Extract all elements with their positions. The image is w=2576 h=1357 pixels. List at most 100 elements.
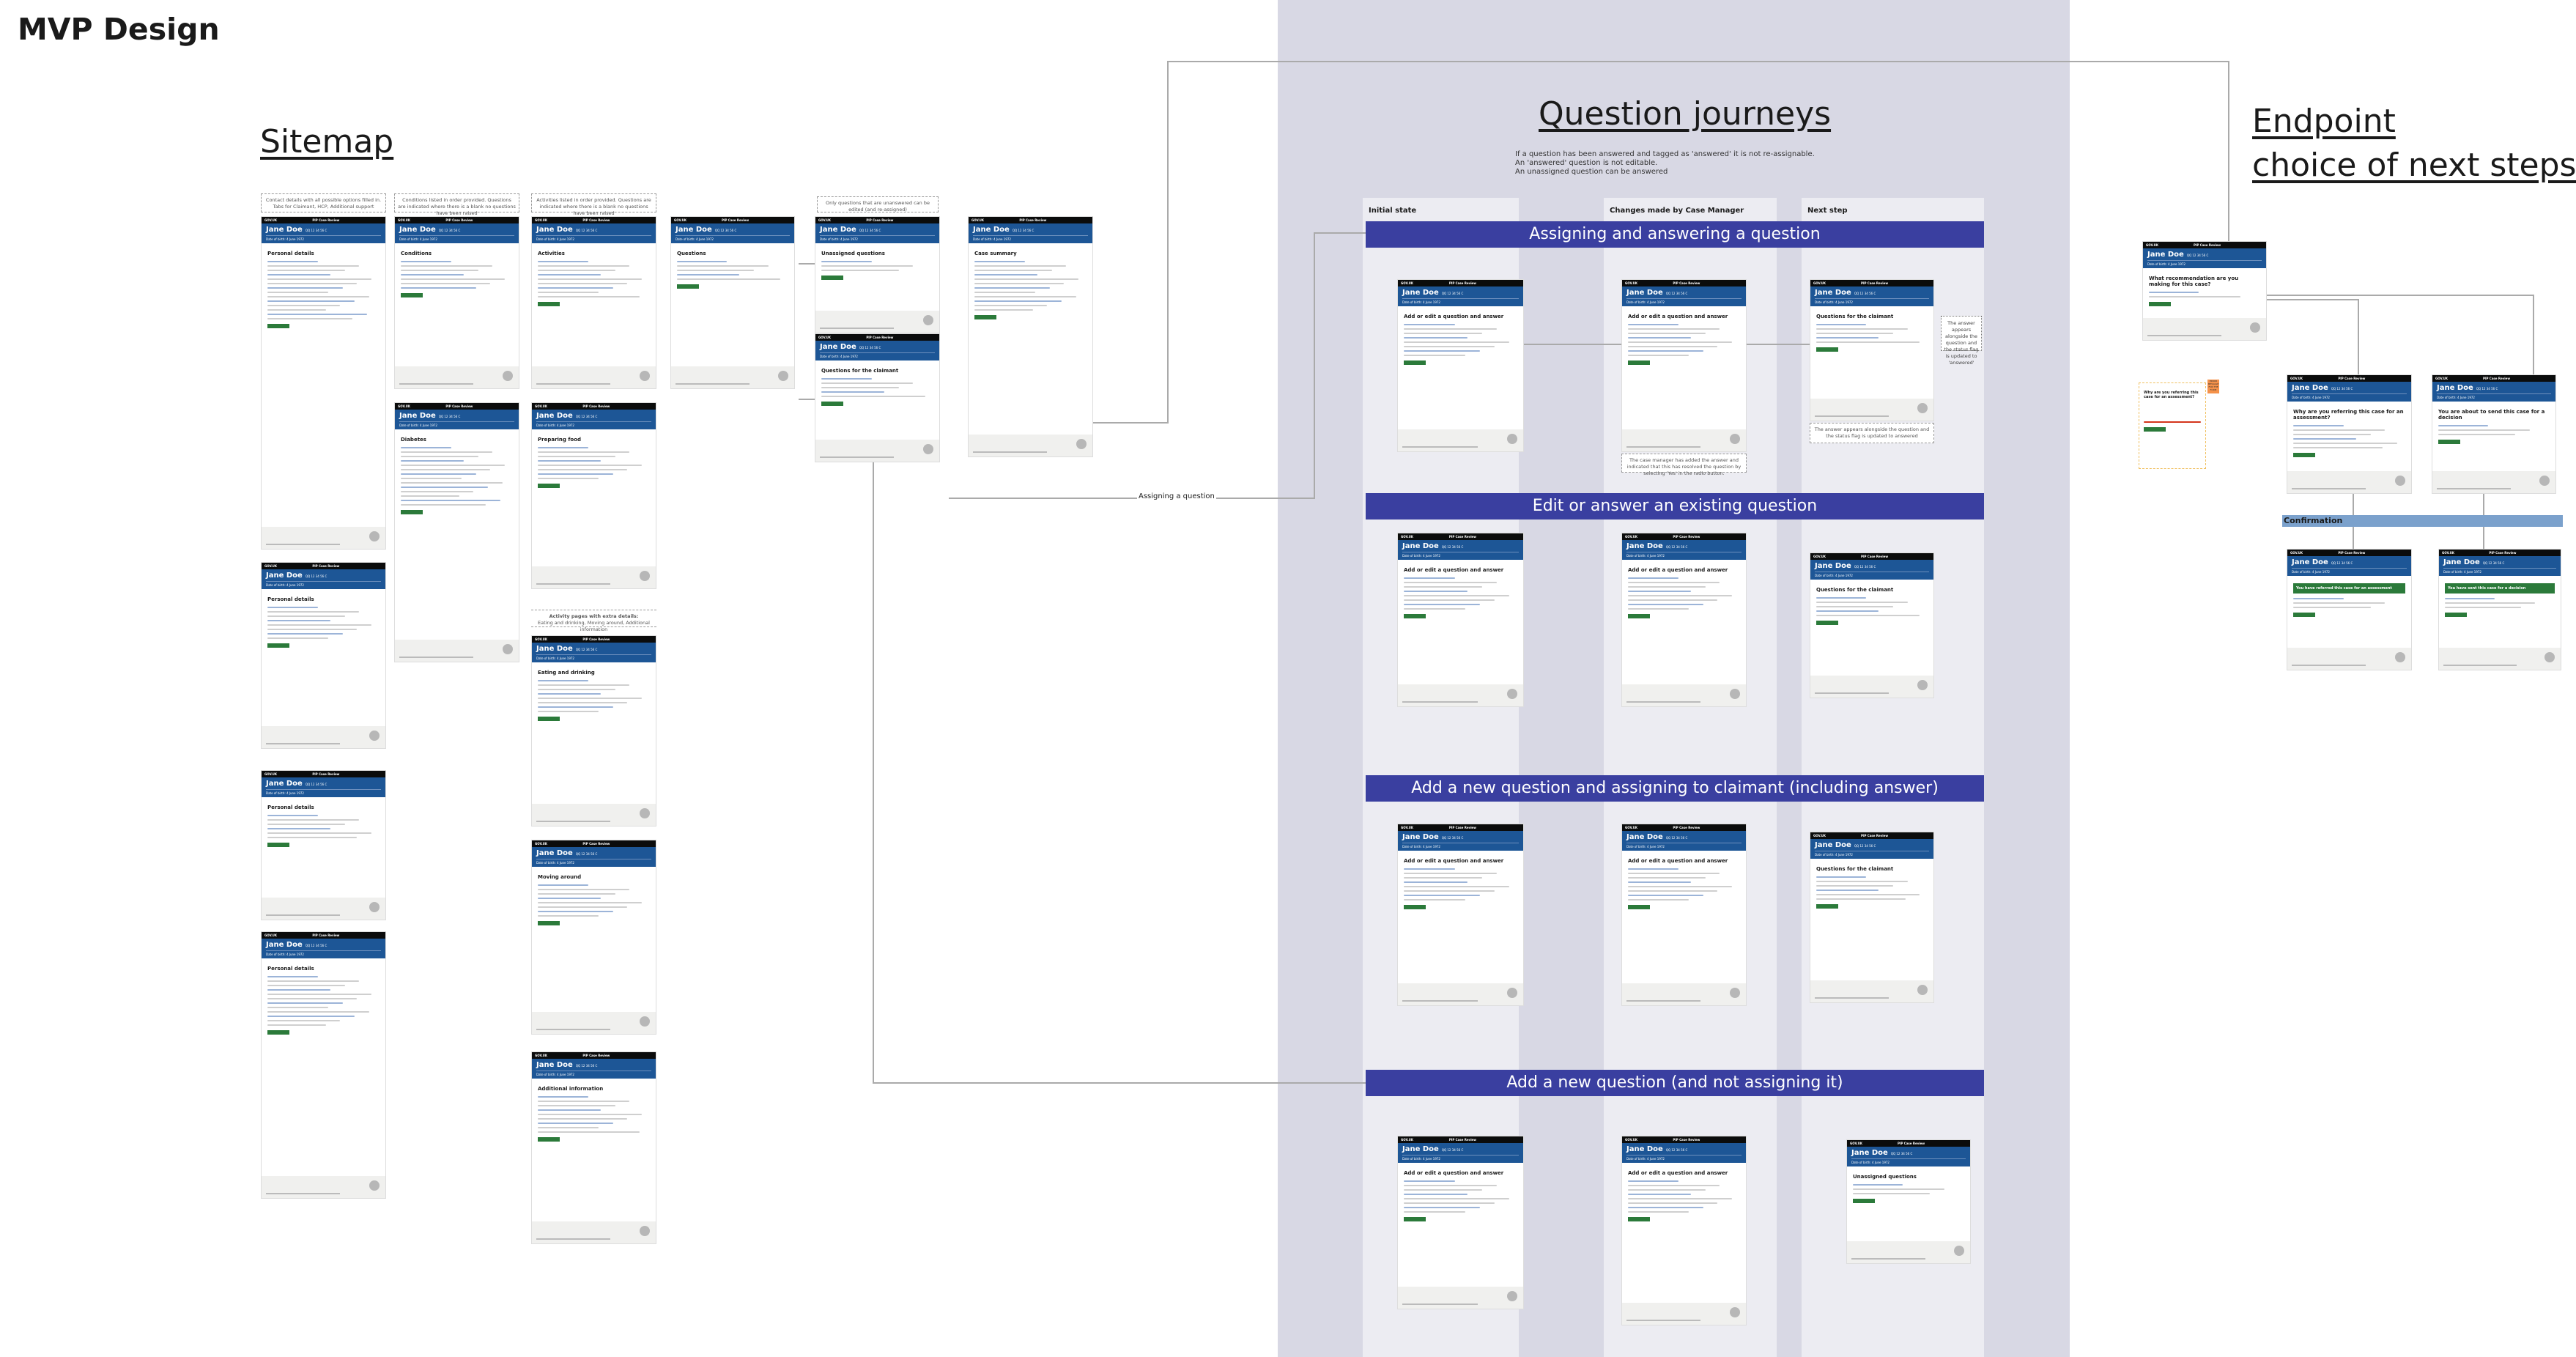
- screen-mockup[interactable]: GOV.UK PIP Case Review Jane Doe QQ 12 34 56…: [1810, 279, 1934, 421]
- screen-mockup[interactable]: GOV.UK PIP Case Review Jane Doe QQ 12 34 56…: [670, 216, 795, 389]
- continue-button[interactable]: [538, 1137, 560, 1142]
- screen-mockup[interactable]: GOV.UK PIP Case Review Jane Doe QQ 12 34 56…: [1621, 279, 1747, 452]
- continue-button[interactable]: [401, 510, 423, 514]
- screen-mockup[interactable]: GOV.UK PIP Case Review Jane Doe QQ 12 34 56…: [2432, 374, 2556, 494]
- screen-heading: Diabetes: [401, 437, 426, 443]
- claimant-name: Jane Doe QQ 12 34 56 C: [2292, 558, 2407, 566]
- screen-mockup[interactable]: GOV.UK PIP Case Review Jane Doe QQ 12 34 56…: [2142, 241, 2267, 341]
- content-line: [401, 456, 478, 457]
- claimant-name-text: Jane Doe: [536, 1061, 573, 1069]
- claimant-nino: QQ 12 34 56 C: [305, 574, 327, 578]
- claimant-name: Jane Doe QQ 12 34 56 C: [1402, 833, 1519, 841]
- screen-mockup[interactable]: GOV.UK PIP Case Review Jane Doe QQ 12 34 56…: [2438, 549, 2561, 670]
- continue-button[interactable]: [2445, 613, 2467, 617]
- content-line: [1404, 333, 1482, 334]
- screen-mockup[interactable]: GOV.UK PIP Case Review Jane Doe QQ 12 34 56…: [531, 635, 656, 827]
- continue-button[interactable]: [1816, 904, 1838, 909]
- claimant-name: Jane Doe QQ 12 34 56 C: [536, 849, 651, 857]
- screen-mockup[interactable]: GOV.UK PIP Case Review Jane Doe QQ 12 34 56…: [815, 333, 940, 462]
- screen-mockup[interactable]: GOV.UK PIP Case Review Jane Doe QQ 12 34 56…: [531, 216, 656, 389]
- screen-mockup[interactable]: GOV.UK PIP Case Review Jane Doe QQ 12 34 56…: [1621, 533, 1747, 707]
- screen-mockup[interactable]: GOV.UK PIP Case Review Jane Doe QQ 12 34 56…: [1397, 824, 1524, 1006]
- content-line: [401, 487, 489, 488]
- content-line: [1404, 582, 1498, 583]
- screen-mockup[interactable]: GOV.UK PIP Case Review Jane Doe QQ 12 34 56…: [1397, 1136, 1524, 1309]
- continue-button[interactable]: [1628, 1217, 1650, 1221]
- continue-button[interactable]: [1628, 360, 1650, 365]
- continue-button[interactable]: [538, 302, 560, 306]
- screen-mockup[interactable]: GOV.UK PIP Case Review Jane Doe QQ 12 34 56…: [1810, 832, 1934, 1003]
- screen-mockup[interactable]: GOV.UK PIP Case Review Jane Doe QQ 12 34 56…: [968, 216, 1093, 457]
- continue-button[interactable]: [2149, 302, 2171, 306]
- screen-mockup[interactable]: GOV.UK PIP Case Review Jane Doe QQ 12 34 56…: [1621, 1136, 1747, 1325]
- continue-button[interactable]: [2293, 453, 2315, 457]
- continue-button[interactable]: [538, 921, 560, 925]
- continue-button[interactable]: [267, 1030, 289, 1035]
- content-line: [821, 270, 899, 271]
- content-line: [1404, 586, 1482, 588]
- screen-mockup[interactable]: GOV.UK PIP Case Review Jane Doe QQ 12 34 56…: [1397, 279, 1524, 452]
- continue-button[interactable]: [538, 484, 560, 488]
- description-line: If a question has been answered and tagg…: [1515, 150, 1815, 158]
- screen-mockup[interactable]: GOV.UK PIP Case Review Jane Doe QQ 12 34 56…: [2287, 374, 2412, 494]
- claimant-dob: Date of birth: 4 June 1972: [266, 235, 381, 241]
- screen-mockup[interactable]: GOV.UK PIP Case Review Jane Doe QQ 12 34 56…: [261, 770, 386, 920]
- royal-crest-icon: [1507, 689, 1517, 699]
- continue-button[interactable]: [267, 643, 289, 648]
- royal-crest-icon: [640, 1016, 650, 1027]
- content-line: [538, 902, 643, 903]
- continue-button[interactable]: [1404, 360, 1426, 365]
- content-line: [1628, 1211, 1689, 1213]
- continue-button[interactable]: [1853, 1199, 1875, 1203]
- service-name: PIP Case Review: [445, 218, 473, 222]
- continue-button[interactable]: [267, 843, 289, 847]
- screen-mockup[interactable]: GOV.UK PIP Case Review Jane Doe QQ 12 34 56…: [1846, 1139, 1971, 1264]
- continue-button[interactable]: [1628, 905, 1650, 909]
- claimant-dob: Date of birth: 4 June 1972: [536, 235, 651, 241]
- continue-button[interactable]: [1816, 621, 1838, 625]
- screen-mockup[interactable]: GOV.UK PIP Case Review Jane Doe QQ 12 34 56…: [1621, 824, 1747, 1006]
- continue-button[interactable]: [821, 402, 843, 406]
- screen-mockup[interactable]: GOV.UK PIP Case Review Jane Doe QQ 12 34 56…: [261, 931, 386, 1199]
- screen-mockup[interactable]: GOV.UK PIP Case Review Jane Doe QQ 12 34 56…: [261, 562, 386, 749]
- continue-button[interactable]: [1404, 905, 1426, 909]
- continue-button[interactable]: [401, 293, 423, 297]
- screen-heading: Activities: [538, 251, 565, 256]
- continue-button[interactable]: [1404, 1217, 1426, 1221]
- continue-button[interactable]: [267, 324, 289, 328]
- continue-button[interactable]: [538, 717, 560, 721]
- claimant-dob: Date of birth: 4 June 1972: [820, 235, 935, 241]
- screen-mockup[interactable]: GOV.UK PIP Case Review Jane Doe QQ 12 34 56…: [531, 1051, 656, 1244]
- screen-mockup[interactable]: GOV.UK PIP Case Review Jane Doe QQ 12 34 56…: [815, 216, 940, 333]
- continue-button[interactable]: [1628, 614, 1650, 618]
- content-line: [538, 693, 601, 695]
- royal-crest-icon: [1076, 439, 1087, 449]
- claimant-banner: Jane Doe QQ 12 34 56 C Date of birth: 4 Ju…: [532, 410, 656, 429]
- screen-mockup[interactable]: GOV.UK PIP Case Review Jane Doe QQ 12 34 56…: [531, 840, 656, 1035]
- screen-mockup[interactable]: GOV.UK PIP Case Review Jane Doe QQ 12 34 56…: [394, 402, 519, 662]
- screen-mockup[interactable]: GOV.UK PIP Case Review Jane Doe QQ 12 34 56…: [1810, 552, 1934, 698]
- continue-button[interactable]: [974, 315, 996, 319]
- continue-button[interactable]: [1816, 347, 1838, 352]
- govuk-footer: [532, 804, 656, 826]
- govuk-logo: GOV.UK: [535, 1054, 548, 1057]
- screen-mockup[interactable]: GOV.UK PIP Case Review Jane Doe QQ 12 34 56…: [261, 216, 386, 550]
- content-line: [267, 985, 345, 986]
- continue-button[interactable]: [2293, 613, 2315, 617]
- govuk-logo: GOV.UK: [1813, 281, 1826, 285]
- royal-crest-icon: [2544, 652, 2555, 662]
- screen-mockup[interactable]: GOV.UK PIP Case Review Jane Doe QQ 12 34 56…: [394, 216, 519, 389]
- screen-mockup[interactable]: GOV.UK PIP Case Review Jane Doe QQ 12 34 56…: [2287, 549, 2412, 670]
- screen-mockup[interactable]: GOV.UK PIP Case Review Jane Doe QQ 12 34 56…: [531, 402, 656, 589]
- continue-button[interactable]: [2438, 440, 2460, 444]
- footer-licence-text: [1626, 1320, 1701, 1321]
- service-name: PIP Case Review: [312, 933, 340, 937]
- content-line: [401, 451, 493, 453]
- continue-button[interactable]: [821, 276, 843, 280]
- service-name: PIP Case Review: [1861, 555, 1889, 558]
- screen-mockup[interactable]: GOV.UK PIP Case Review Jane Doe QQ 12 34 56…: [1397, 533, 1524, 707]
- continue-button[interactable]: [1404, 614, 1426, 618]
- continue-button[interactable]: [677, 284, 699, 289]
- content-line: [1404, 873, 1498, 874]
